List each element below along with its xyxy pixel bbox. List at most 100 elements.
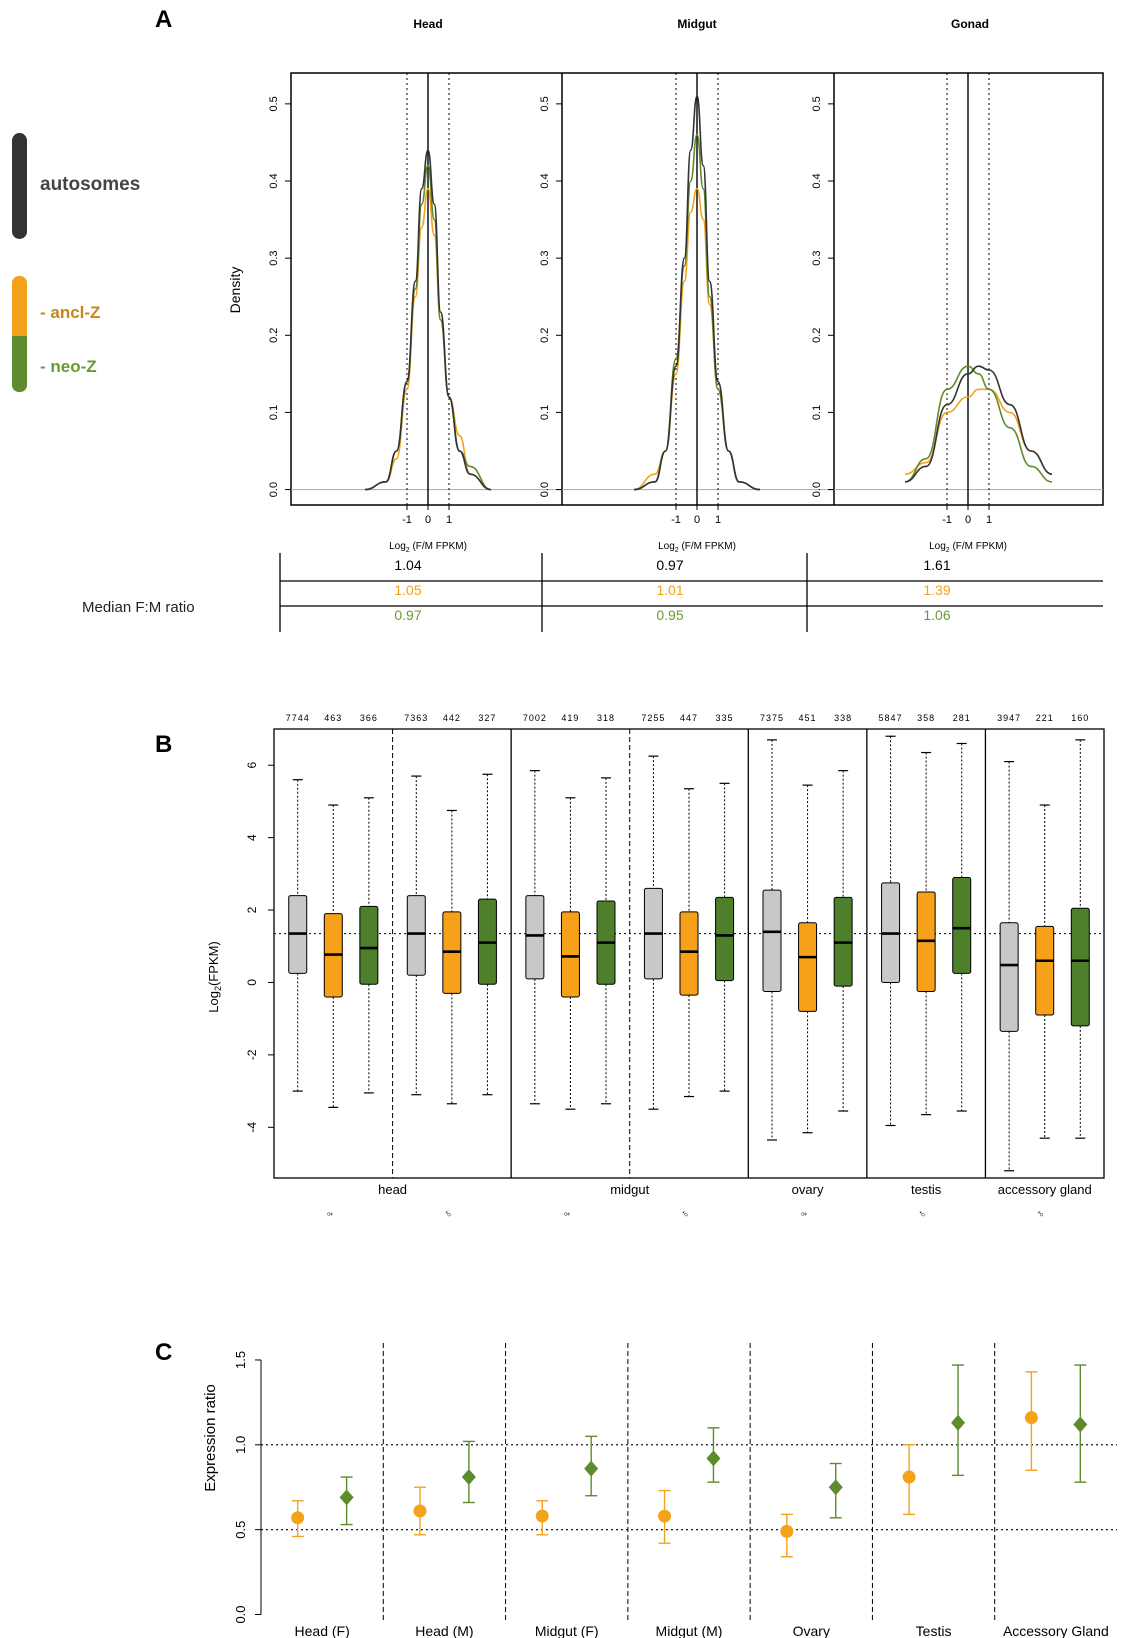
y-tick-label: 0.1 (539, 405, 551, 420)
data-point (1024, 1411, 1038, 1425)
box-body (999, 922, 1019, 1032)
x-tick-label: 1 (986, 514, 992, 526)
count-label: 221 (1036, 713, 1054, 723)
median-ratio-cell: 1.39 (923, 582, 950, 598)
y-tick-label: 0.0 (233, 1605, 248, 1623)
data-point (658, 1509, 672, 1523)
count-label: 5847 (879, 713, 903, 723)
median-ratio-cell: 0.97 (394, 607, 421, 623)
x-tick-label: -1 (942, 514, 952, 526)
box-body (1035, 925, 1055, 1016)
box-body (762, 889, 782, 993)
sex-label: ♀ (799, 1210, 811, 1218)
count-label: 451 (799, 713, 817, 723)
box-autosomes: 3947 (997, 713, 1021, 1172)
median-ratio-cell: 1.01 (656, 582, 683, 598)
box-body (798, 922, 818, 1012)
panel-b-boxplot: -4 -2 0 2 4 6 7744 463 366 7363 442 327 7002 419 318 72… (245, 713, 1105, 1218)
box-group-midgut: 7255 447 335 (641, 713, 735, 1110)
category-label: Testis (916, 1623, 952, 1638)
median-ratio-label: Median F:M ratio (82, 599, 195, 616)
data-point (413, 1504, 427, 1518)
data-point (780, 1524, 794, 1538)
y-tick-label: 0 (245, 979, 259, 986)
median-ratio-cell: 1.06 (923, 607, 950, 623)
box-neo-z: 281 (952, 713, 972, 1112)
y-tick-label: 4 (245, 834, 259, 841)
x-tick-label: -1 (402, 514, 412, 526)
density-curve-autosomes (633, 95, 761, 491)
count-label: 327 (478, 713, 496, 723)
box-autosomes: 5847 (879, 713, 903, 1127)
data-point (461, 1469, 476, 1486)
category-label: Head (F) (295, 1623, 350, 1638)
panel-a-letter: A (155, 6, 172, 33)
median-ratio-cell: 1.61 (923, 557, 950, 573)
x-tick-label: 1 (446, 514, 452, 526)
box-group-midgut: 7002 419 318 (523, 713, 616, 1110)
y-tick-label: 0.3 (539, 250, 551, 265)
count-label: 338 (834, 713, 852, 723)
box-group-head: 7363 442 327 (404, 713, 497, 1105)
panel-a-title-gonad: Gonad (951, 17, 989, 31)
sex-label: ♀ (561, 1210, 573, 1218)
box-autosomes: 7002 (523, 713, 547, 1105)
box-neo-z: 366 (359, 713, 379, 1094)
tissue-label: testis (911, 1182, 942, 1197)
count-label: 463 (324, 713, 342, 723)
tissue-label: accessory gland (998, 1182, 1092, 1197)
tissue-label: midgut (610, 1182, 649, 1197)
data-point (291, 1511, 305, 1525)
box-ancl-z: 419 (560, 713, 580, 1110)
count-label: 447 (680, 713, 698, 723)
count-label: 3947 (997, 713, 1021, 723)
median-ratio-cell: 1.05 (394, 582, 421, 598)
legend-ancl-z-label: - ancl-Z (40, 303, 100, 322)
tissue-label: head (378, 1182, 407, 1197)
y-tick-label: 0.3 (268, 250, 280, 265)
count-label: 281 (953, 713, 971, 723)
y-tick-label: 2 (245, 906, 259, 913)
density-curve-autosomes (364, 149, 492, 491)
legend-autosomes-swatch (12, 133, 27, 239)
data-point (1073, 1416, 1088, 1433)
panel-b-frame (273, 728, 1105, 1179)
y-tick-label: 1.5 (233, 1351, 248, 1369)
count-label: 7002 (523, 713, 547, 723)
panel-b-ylabel: Log2(FPKM) (206, 941, 223, 1013)
box-body (715, 896, 735, 982)
y-tick-label: 0.2 (811, 328, 823, 343)
count-label: 442 (443, 713, 461, 723)
count-label: 7255 (641, 713, 665, 723)
panel-b: B Log2(FPKM) -4 -2 0 2 4 6 7744 463 366 7363 442 32… (155, 713, 1105, 1218)
legend-ancl-z-swatch (12, 276, 27, 344)
sex-label: ♂ (443, 1210, 455, 1218)
box-neo-z: 335 (715, 713, 735, 1092)
box-autosomes: 7744 (286, 713, 309, 1092)
x-tick-label: 0 (425, 514, 431, 526)
median-ratio-cell: 0.95 (656, 607, 683, 623)
box-body (679, 911, 699, 996)
tissue-label: ovary (792, 1182, 824, 1197)
x-tick-label: 0 (965, 514, 971, 526)
panel-a-ylabel: Density (227, 267, 243, 314)
x-tick-label: -1 (671, 514, 681, 526)
x-axis-label: Log2 (F/M FPKM) (389, 541, 467, 554)
data-point (584, 1460, 599, 1477)
count-label: 7363 (404, 713, 428, 723)
box-body (952, 876, 972, 974)
data-point (535, 1509, 549, 1523)
box-neo-z: 318 (596, 713, 616, 1105)
box-body (1070, 907, 1090, 1027)
y-tick-label: -4 (245, 1122, 259, 1133)
panel-c-ratio-plot: 0.0 0.5 1.0 1.5 Head (F) Head (M) Midgut (F) Mi… (233, 1343, 1117, 1638)
legend-neo-z-label: - neo-Z (40, 357, 97, 376)
box-ancl-z: 221 (1035, 713, 1055, 1139)
data-point (902, 1470, 916, 1484)
median-ratio-cell: 1.04 (394, 557, 421, 573)
box-ancl-z: 442 (442, 713, 462, 1105)
y-tick-label: 0.4 (268, 173, 280, 188)
y-tick-label: 0.5 (811, 96, 823, 111)
